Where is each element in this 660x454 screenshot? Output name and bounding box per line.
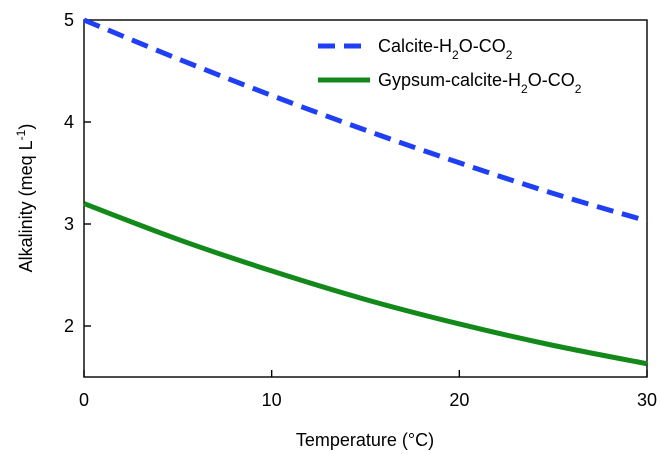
x-tick-label: 10 — [262, 390, 282, 410]
y-tick-label: 2 — [64, 316, 74, 336]
y-tick-label: 4 — [64, 112, 74, 132]
y-tick-label: 5 — [64, 10, 74, 30]
y-tick-label: 3 — [64, 214, 74, 234]
y-axis-label: Alkalinity (meq L-1) — [14, 124, 36, 273]
plot-frame — [83, 19, 648, 378]
x-tick-label: 20 — [449, 390, 469, 410]
legend-label-1: Calcite-H2O-CO2 — [378, 36, 513, 62]
x-axis-label: Temperature (°C) — [296, 430, 434, 450]
x-tick-label: 30 — [637, 390, 657, 410]
x-ticks: 0 10 20 30 — [79, 370, 657, 410]
series-lines — [83, 17, 648, 367]
legend-label-2: Gypsum-calcite-H2O-CO2 — [378, 70, 582, 96]
y-ticks: 2 3 4 5 — [64, 10, 91, 336]
series-line-1 — [83, 17, 648, 224]
series-line-2 — [83, 201, 648, 367]
legend: Calcite-H2O-CO2 Gypsum-calcite-H2O-CO2 — [318, 36, 582, 96]
x-tick-label: 0 — [79, 390, 89, 410]
